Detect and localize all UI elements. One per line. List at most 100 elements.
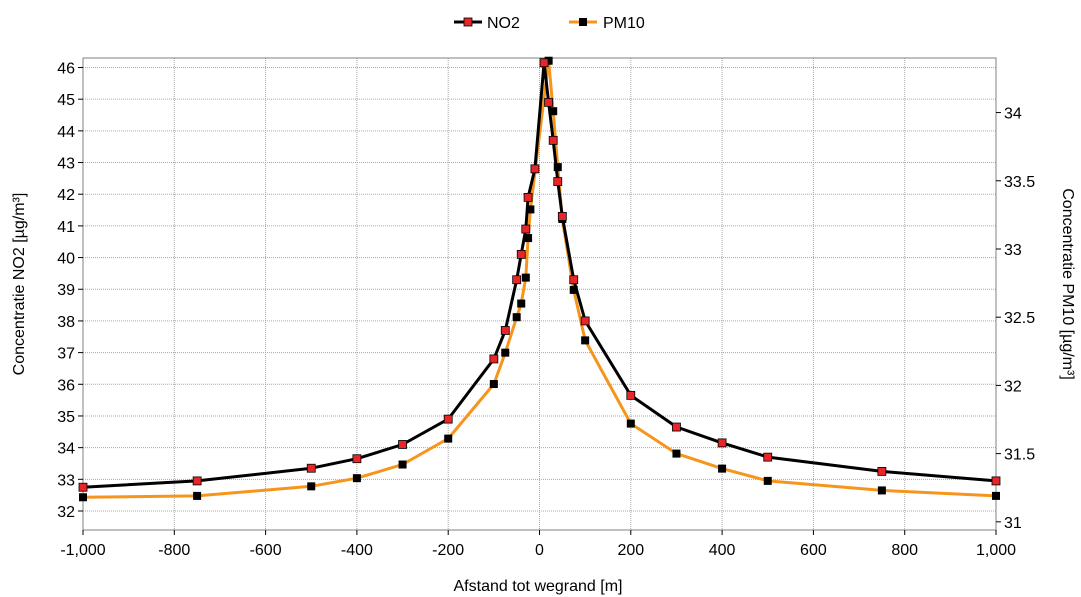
y-right-tick-label: 34 (1004, 106, 1022, 123)
y-left-tick-label: 36 (57, 377, 75, 394)
data-point-no2 (717, 438, 727, 448)
legend-pm10-marker (579, 18, 587, 26)
y-left-tick-label: 37 (57, 346, 75, 363)
data-point-pm10 (489, 380, 498, 389)
y-left-tick-label: 39 (57, 282, 75, 299)
x-tick-label: 0 (535, 542, 544, 559)
x-tick-label: 400 (709, 542, 736, 559)
data-point-pm10 (444, 434, 453, 443)
y-left-tick-label: 33 (57, 472, 75, 489)
data-point-pm10 (512, 313, 521, 322)
x-tick-label: -200 (432, 542, 464, 559)
data-point-pm10 (549, 107, 558, 116)
data-point-pm10 (553, 163, 562, 172)
data-point-no2 (516, 250, 526, 259)
x-tick-label: 600 (800, 542, 827, 559)
x-tick-label: 200 (617, 542, 644, 559)
data-point-no2 (877, 466, 887, 476)
data-point-no2 (500, 326, 510, 335)
series-layer (78, 56, 1001, 502)
data-point-pm10 (501, 348, 510, 357)
y-right-tick-label: 31 (1004, 515, 1022, 532)
x-tick-label: -600 (250, 542, 282, 559)
data-point-no2 (569, 275, 579, 285)
y-left-tick-label: 40 (57, 251, 75, 268)
legend-no2-label: NO2 (487, 15, 520, 32)
legend: NO2 PM10 (454, 15, 645, 32)
y-left-tick-label: 35 (57, 409, 75, 426)
y-left-tick-label: 45 (57, 92, 75, 109)
legend-no2-marker (463, 17, 473, 27)
data-point-pm10 (544, 56, 553, 65)
y-right-axis-title: Concentratie PM10 [µg/m³] (1059, 188, 1076, 380)
y-right-axis-ticks: 31 31.5 32 32.5 33 33.5 34 (996, 106, 1035, 532)
y-left-tick-label: 42 (57, 187, 75, 204)
data-point-no2 (626, 390, 636, 400)
data-point-no2 (530, 164, 540, 174)
data-point-pm10 (718, 464, 727, 473)
y-left-axis-ticks: 32 33 34 35 36 37 38 39 40 41 42 43 44 45 46 (57, 61, 83, 521)
data-point-pm10 (193, 491, 202, 500)
data-point-no2 (523, 192, 533, 202)
data-point-pm10 (521, 273, 530, 282)
data-point-pm10 (626, 419, 635, 428)
x-tick-label: -1,000 (60, 542, 105, 559)
y-right-tick-label: 31.5 (1004, 447, 1035, 464)
data-point-no2 (553, 177, 563, 186)
data-point-no2 (398, 440, 407, 449)
data-point-no2 (763, 452, 773, 462)
data-point-no2 (672, 422, 681, 432)
data-point-no2 (521, 224, 531, 234)
data-point-no2 (306, 463, 316, 473)
y-left-tick-label: 32 (57, 504, 75, 521)
data-point-no2 (557, 211, 567, 221)
series-pm10 (79, 56, 1000, 502)
y-left-tick-label: 44 (57, 124, 75, 141)
y-left-tick-label: 38 (57, 314, 75, 331)
y-left-tick-label: 46 (57, 61, 75, 78)
y-left-tick-label: 34 (57, 441, 75, 458)
legend-item-no2: NO2 (454, 15, 520, 32)
x-tick-label: 800 (891, 542, 918, 559)
data-point-pm10 (352, 474, 361, 483)
data-point-no2 (78, 482, 88, 492)
legend-item-pm10: PM10 (569, 15, 645, 32)
x-axis-ticks: -1,000 -800 -600 -400 -200 0 200 400 600 800 1,000 (60, 530, 1016, 559)
data-point-pm10 (581, 336, 590, 345)
data-point-pm10 (79, 493, 87, 502)
data-point-pm10 (672, 449, 681, 458)
y-left-tick-label: 41 (57, 219, 75, 236)
y-right-tick-label: 33 (1004, 242, 1022, 259)
data-point-no2 (548, 135, 558, 145)
data-point-pm10 (526, 205, 535, 214)
data-point-no2 (539, 58, 549, 68)
data-point-no2 (580, 316, 590, 326)
data-point-pm10 (992, 491, 1000, 500)
data-point-pm10 (877, 486, 886, 495)
data-point-no2 (544, 97, 554, 107)
y-right-tick-label: 33.5 (1004, 174, 1035, 191)
legend-pm10-label: PM10 (603, 15, 645, 32)
y-left-tick-label: 43 (57, 156, 75, 173)
y-left-axis-title: Concentratie NO2 [µg/m³] (11, 193, 28, 376)
data-point-pm10 (569, 285, 578, 294)
data-point-no2 (443, 414, 453, 424)
data-point-no2 (489, 354, 499, 364)
data-point-pm10 (524, 234, 533, 243)
y-right-tick-label: 32.5 (1004, 310, 1035, 327)
series-no2 (78, 58, 1001, 492)
data-point-no2 (352, 454, 362, 464)
x-axis-title: Afstand tot wegrand [m] (454, 578, 623, 595)
data-point-pm10 (398, 460, 407, 469)
x-tick-label: 1,000 (976, 542, 1016, 559)
data-point-no2 (512, 275, 522, 285)
data-point-pm10 (517, 299, 526, 308)
data-point-pm10 (763, 476, 772, 485)
data-point-pm10 (307, 482, 316, 491)
data-point-no2 (192, 476, 202, 486)
x-tick-label: -800 (158, 542, 190, 559)
y-right-tick-label: 32 (1004, 378, 1022, 395)
series-line-no2 (82, 61, 997, 489)
x-tick-label: -400 (341, 542, 373, 559)
